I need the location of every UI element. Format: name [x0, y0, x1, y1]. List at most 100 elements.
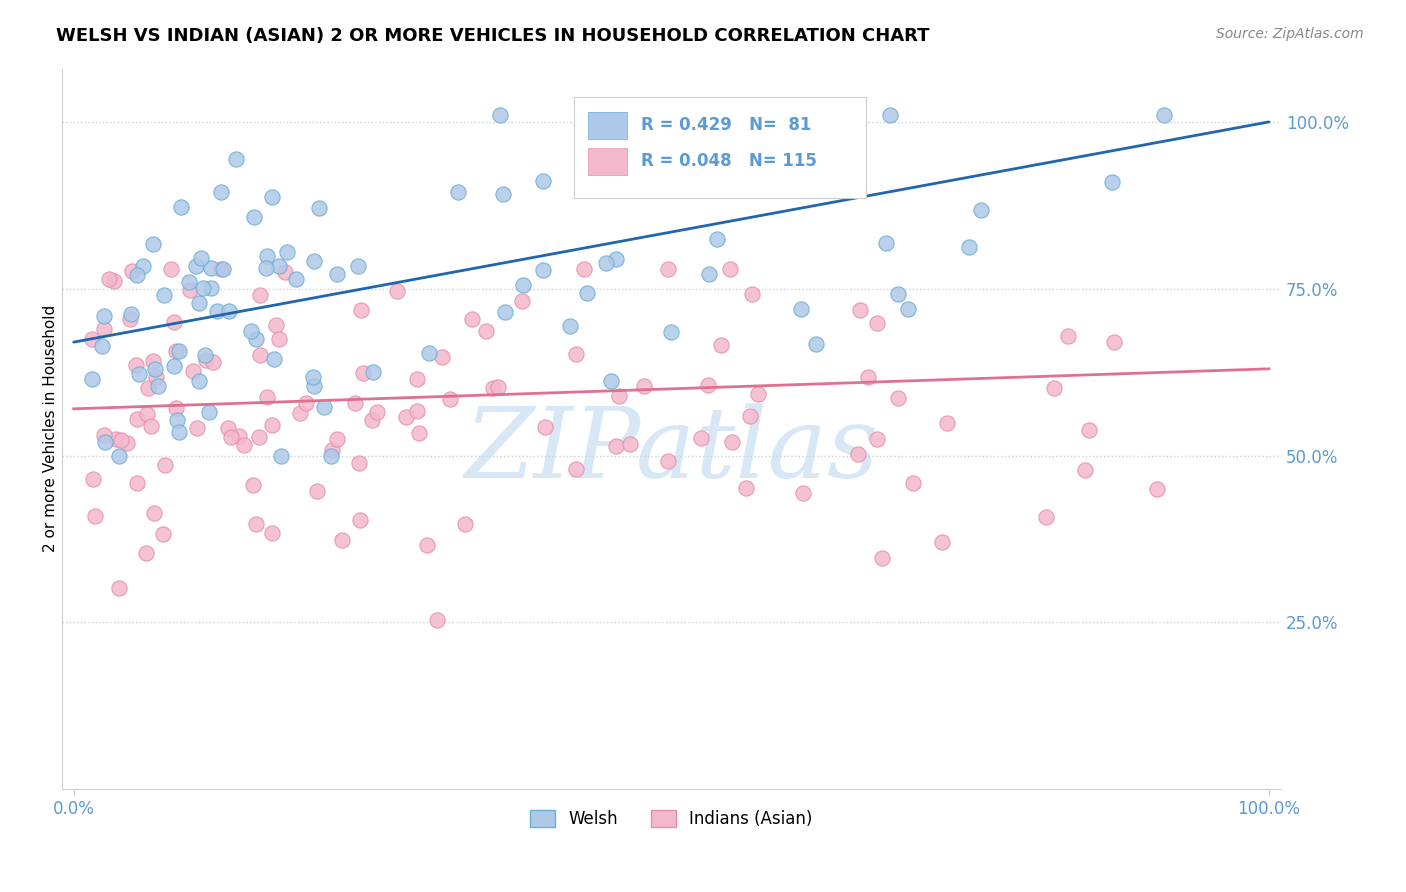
Point [866, 433, 889, 447]
Point [572, 261, 595, 276]
Point [426, 613, 449, 627]
Point [703, 108, 725, 122]
Point [103, 274, 125, 288]
Point [132, 259, 155, 273]
Point [104, 432, 127, 446]
Point [633, 379, 655, 393]
Point [787, 108, 810, 122]
Point [321, 442, 343, 457]
Point [125, 476, 148, 491]
Point [657, 454, 679, 468]
Point [510, 293, 533, 308]
Point [1101, 176, 1123, 190]
Point [447, 185, 470, 199]
Point [83, 508, 105, 523]
Point [343, 396, 366, 410]
Point [179, 283, 201, 297]
Point [212, 262, 235, 277]
Point [326, 433, 349, 447]
Point [605, 252, 627, 266]
Point [267, 332, 290, 346]
Point [747, 387, 769, 401]
Point [91, 339, 114, 353]
Point [361, 365, 384, 379]
Point [190, 251, 212, 265]
Text: Source: ZipAtlas.com: Source: ZipAtlas.com [1216, 27, 1364, 41]
Point [256, 249, 278, 263]
Point [242, 478, 264, 492]
Point [408, 426, 430, 441]
FancyBboxPatch shape [574, 97, 866, 198]
Point [706, 232, 728, 246]
Point [163, 315, 186, 329]
Point [405, 403, 427, 417]
Point [136, 381, 159, 395]
Point [188, 295, 211, 310]
Point [124, 358, 146, 372]
Point [260, 526, 283, 541]
Point [887, 287, 910, 301]
Point [849, 302, 872, 317]
Point [256, 390, 278, 404]
Point [179, 275, 201, 289]
Point [875, 236, 897, 251]
Point [619, 437, 641, 451]
Text: R = 0.048   N= 115: R = 0.048 N= 115 [641, 152, 817, 169]
Point [245, 517, 267, 532]
Point [191, 281, 214, 295]
Point [249, 287, 271, 301]
Point [957, 240, 980, 254]
Point [416, 538, 439, 552]
Point [936, 417, 959, 431]
Point [848, 448, 870, 462]
Point [108, 581, 131, 595]
Point [198, 404, 221, 418]
Point [858, 370, 880, 384]
Point [232, 437, 254, 451]
Point [270, 449, 292, 463]
Point [600, 375, 623, 389]
Point [560, 318, 582, 333]
Point [804, 336, 827, 351]
Point [142, 237, 165, 252]
Text: R = 0.429   N=  81: R = 0.429 N= 81 [641, 116, 811, 134]
Point [94, 435, 117, 450]
Point [194, 353, 217, 368]
Point [135, 408, 157, 422]
Point [218, 303, 240, 318]
Point [605, 439, 627, 453]
Point [1074, 463, 1097, 477]
Point [163, 359, 186, 373]
Point [276, 245, 298, 260]
Point [273, 265, 295, 279]
Point [721, 435, 744, 450]
Point [263, 351, 285, 366]
Point [347, 456, 370, 470]
Point [160, 261, 183, 276]
Point [200, 261, 222, 276]
Point [209, 186, 232, 200]
Point [741, 286, 763, 301]
Point [361, 413, 384, 427]
Point [302, 369, 325, 384]
Point [352, 366, 374, 380]
Point [696, 378, 718, 392]
Point [866, 316, 889, 330]
Point [219, 430, 242, 444]
Point [879, 108, 901, 122]
Point [689, 430, 711, 444]
Point [225, 152, 247, 166]
Point [494, 305, 516, 319]
Point [1077, 423, 1099, 437]
Point [267, 259, 290, 273]
Point [565, 347, 588, 361]
Point [481, 381, 503, 395]
Point [201, 355, 224, 369]
Point [931, 535, 953, 549]
Point [194, 348, 217, 362]
Point [699, 267, 721, 281]
Point [135, 546, 157, 560]
Point [186, 421, 208, 435]
Point [901, 475, 924, 490]
Point [418, 346, 440, 360]
